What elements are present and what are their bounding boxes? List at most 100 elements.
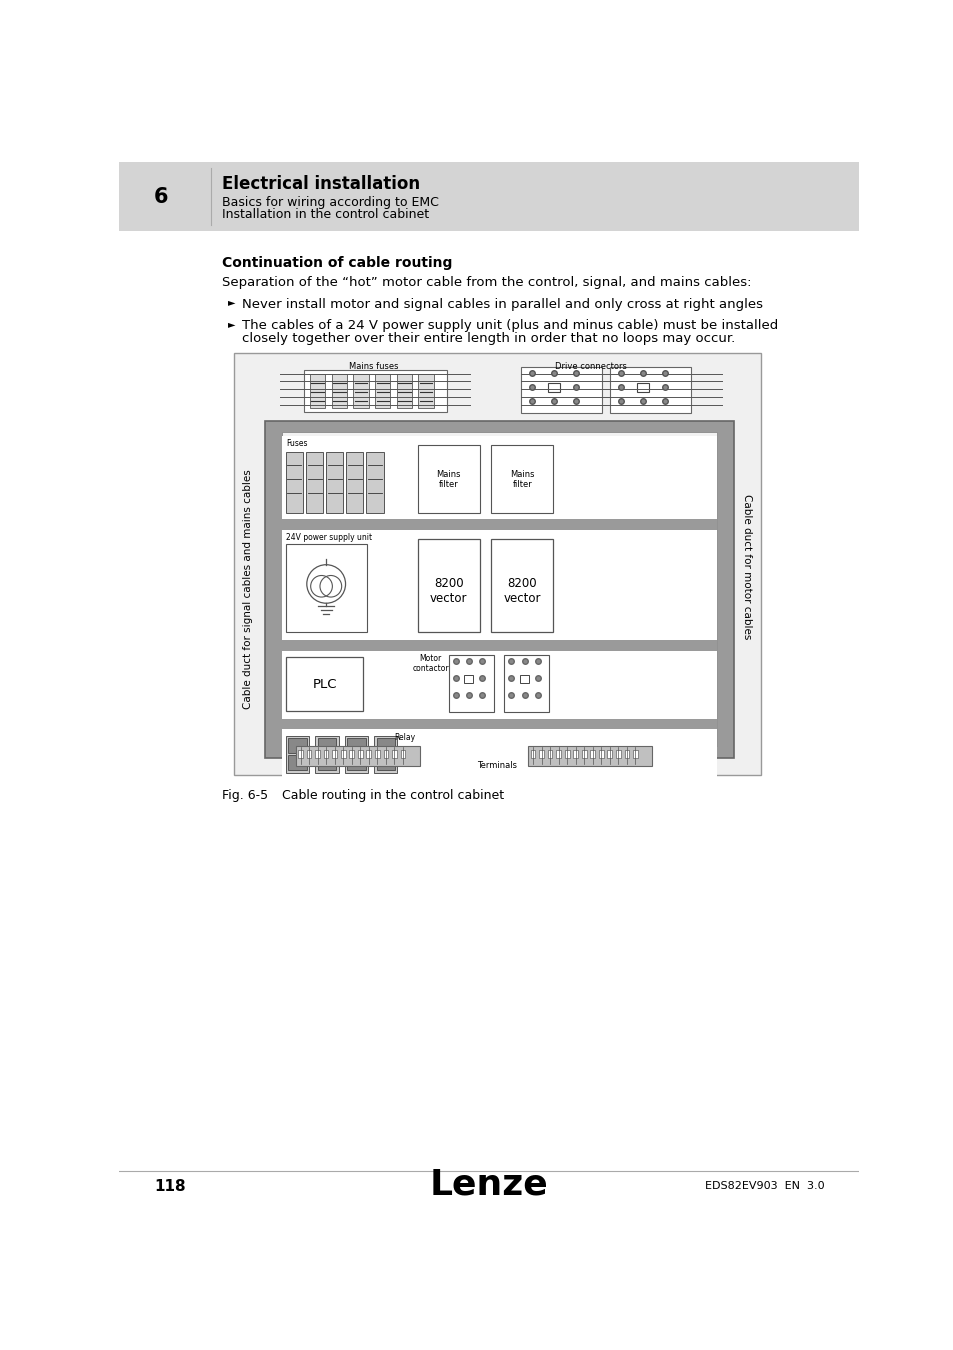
Bar <box>547 751 552 757</box>
Bar <box>396 374 412 409</box>
Text: closely together over their entire length in order that no loops may occur.: closely together over their entire lengt… <box>241 332 734 346</box>
Bar <box>581 751 586 757</box>
Bar <box>491 539 553 632</box>
Text: Fig. 6-5: Fig. 6-5 <box>222 788 268 802</box>
Bar <box>417 446 479 513</box>
Bar <box>366 751 371 757</box>
Text: 24V power supply unit: 24V power supply unit <box>286 533 372 543</box>
Bar <box>418 374 434 409</box>
Bar <box>347 738 365 753</box>
Bar <box>347 755 365 771</box>
Bar <box>528 745 652 765</box>
Text: Electrical installation: Electrical installation <box>222 174 420 193</box>
Bar <box>288 738 307 753</box>
Bar <box>366 451 383 513</box>
Bar <box>448 655 493 711</box>
Text: 6: 6 <box>154 186 169 207</box>
Bar <box>288 755 307 771</box>
Bar <box>119 162 858 231</box>
Bar <box>315 736 338 772</box>
Bar <box>607 751 612 757</box>
Bar <box>303 370 447 412</box>
Bar <box>538 751 543 757</box>
Bar <box>520 367 601 413</box>
Text: Installation in the control cabinet: Installation in the control cabinet <box>222 208 429 221</box>
Bar <box>282 651 716 718</box>
Bar <box>315 751 319 757</box>
Bar <box>491 446 553 513</box>
Bar <box>519 675 529 683</box>
Bar <box>282 729 716 782</box>
Text: ►: ► <box>228 297 235 308</box>
Bar <box>376 738 395 753</box>
Text: Drive connectors: Drive connectors <box>554 362 626 371</box>
Bar <box>282 718 716 729</box>
Text: Cable duct for motor cables: Cable duct for motor cables <box>741 494 751 639</box>
Bar <box>353 374 369 409</box>
Text: Motor
contactor: Motor contactor <box>412 653 449 674</box>
Text: Lenze: Lenze <box>429 1168 548 1202</box>
Bar <box>286 451 303 513</box>
Bar <box>609 367 691 413</box>
Bar <box>637 383 649 393</box>
Text: 8200
vector: 8200 vector <box>503 576 540 605</box>
Bar <box>332 751 336 757</box>
Bar <box>417 539 479 632</box>
Text: Basics for wiring according to EMC: Basics for wiring according to EMC <box>222 196 438 208</box>
Bar <box>616 751 620 757</box>
Text: Mains
filter: Mains filter <box>436 470 460 489</box>
Bar <box>376 755 395 771</box>
Bar <box>392 751 396 757</box>
Bar <box>317 738 335 753</box>
Bar <box>286 544 367 632</box>
Bar <box>326 451 343 513</box>
Text: Fuses: Fuses <box>286 439 307 448</box>
Bar <box>349 751 354 757</box>
Bar <box>573 751 578 757</box>
Bar <box>374 736 397 772</box>
Bar <box>310 374 325 409</box>
Bar <box>530 751 535 757</box>
Text: 118: 118 <box>154 1179 186 1193</box>
Bar <box>332 374 347 409</box>
Text: ►: ► <box>228 319 235 329</box>
Bar <box>306 451 323 513</box>
Bar <box>340 751 345 757</box>
Text: PLC: PLC <box>312 678 336 691</box>
Bar <box>282 432 716 747</box>
Bar <box>323 751 328 757</box>
Text: 8200
vector: 8200 vector <box>430 576 467 605</box>
Text: Relay: Relay <box>394 733 416 743</box>
Bar <box>282 531 716 640</box>
Bar <box>265 421 733 757</box>
Bar <box>504 655 549 711</box>
Text: Cable routing in the control cabinet: Cable routing in the control cabinet <box>282 788 503 802</box>
Bar <box>282 520 716 531</box>
Bar <box>624 751 629 757</box>
Bar <box>346 451 363 513</box>
Bar <box>375 374 390 409</box>
Text: Mains
filter: Mains filter <box>510 470 534 489</box>
Text: The cables of a 24 V power supply unit (plus and minus cable) must be installed: The cables of a 24 V power supply unit (… <box>241 319 777 332</box>
Text: Never install motor and signal cables in parallel and only cross at right angles: Never install motor and signal cables in… <box>241 297 761 310</box>
Bar <box>298 751 303 757</box>
Bar <box>286 657 363 711</box>
Bar <box>282 640 716 651</box>
Text: Cable duct for signal cables and mains cables: Cable duct for signal cables and mains c… <box>243 470 253 709</box>
Bar <box>344 736 368 772</box>
Bar <box>317 755 335 771</box>
Bar <box>547 383 559 393</box>
Bar <box>464 675 473 683</box>
Bar <box>375 751 379 757</box>
Bar <box>556 751 560 757</box>
Bar <box>590 751 595 757</box>
Bar <box>633 751 637 757</box>
Text: Terminals: Terminals <box>476 761 517 771</box>
Text: EDS82EV903  EN  3.0: EDS82EV903 EN 3.0 <box>704 1181 823 1191</box>
Bar <box>598 751 603 757</box>
Bar <box>357 751 362 757</box>
Bar <box>295 745 419 765</box>
Text: Mains fuses: Mains fuses <box>349 362 397 371</box>
Bar <box>564 751 569 757</box>
Bar <box>233 352 760 775</box>
